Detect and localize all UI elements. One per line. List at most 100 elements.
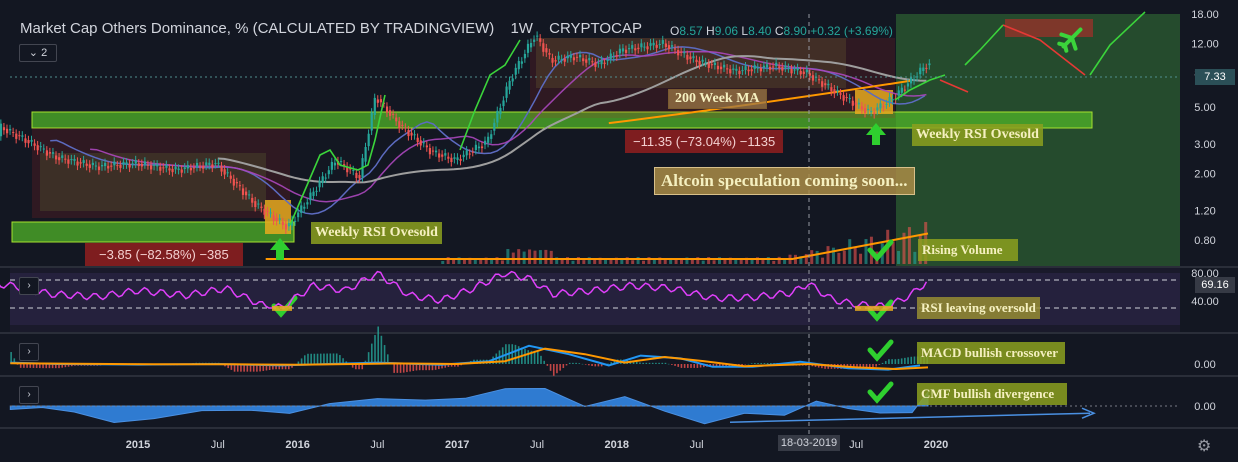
candle-body bbox=[180, 169, 183, 173]
macd-histogram-bar bbox=[658, 362, 660, 364]
macd-histogram-bar bbox=[594, 364, 597, 367]
candle-body bbox=[254, 201, 257, 208]
bull-path-2016 bbox=[289, 94, 386, 226]
candle-body bbox=[382, 102, 386, 104]
candle-body bbox=[159, 166, 162, 171]
macd-histogram-bar bbox=[252, 364, 255, 372]
candle-body bbox=[36, 145, 39, 151]
cmf-div-annotation: CMF bullish divergence bbox=[917, 383, 1067, 405]
volume-bar bbox=[533, 250, 537, 264]
candle-body bbox=[58, 157, 61, 161]
volume-bar bbox=[555, 257, 559, 264]
macd-histogram-bar bbox=[773, 363, 775, 364]
candle-body bbox=[597, 62, 600, 64]
macd-histogram-bar bbox=[29, 364, 32, 368]
candle-body bbox=[398, 121, 401, 129]
macd-pane-expand-button[interactable]: › bbox=[19, 343, 39, 361]
candle-body bbox=[183, 167, 186, 169]
candle-body bbox=[407, 130, 410, 137]
macd-histogram-bar bbox=[543, 360, 545, 364]
candle-body bbox=[330, 161, 333, 170]
candle-body bbox=[217, 162, 220, 164]
rsi-tick-label: 40.00 bbox=[1191, 296, 1219, 308]
candle-body bbox=[306, 202, 309, 205]
macd-histogram-bar bbox=[680, 364, 683, 368]
volume-bar bbox=[799, 256, 803, 264]
candle-body bbox=[753, 65, 756, 69]
candle-body bbox=[146, 164, 150, 166]
gear-icon[interactable]: ⚙ bbox=[1197, 438, 1212, 455]
candle-body bbox=[772, 66, 775, 68]
macd-histogram-bar bbox=[524, 348, 526, 364]
macd-histogram-bar bbox=[288, 364, 290, 370]
candle-body bbox=[793, 69, 796, 71]
macd-histogram-bar bbox=[67, 364, 70, 367]
rsi-pane-expand-button[interactable]: › bbox=[19, 277, 39, 295]
macd-histogram-bar bbox=[639, 362, 641, 364]
candle-body bbox=[67, 159, 70, 164]
candle-body bbox=[762, 65, 766, 68]
candle-body bbox=[18, 135, 21, 137]
price-tick-label: 0.80 bbox=[1194, 235, 1215, 247]
candle-body bbox=[658, 44, 661, 46]
volume-bar bbox=[441, 261, 445, 264]
candle-body bbox=[692, 56, 695, 59]
macd-histogram-bar bbox=[817, 364, 820, 368]
candle-body bbox=[854, 102, 857, 106]
macd-histogram-bar bbox=[549, 364, 552, 371]
interval-label[interactable]: 1W bbox=[510, 20, 533, 37]
candle-body bbox=[594, 62, 597, 67]
candle-body bbox=[12, 131, 15, 133]
price-tick-label: 12.00 bbox=[1191, 38, 1219, 50]
range-zone-2014 bbox=[32, 128, 290, 218]
candle-body bbox=[848, 98, 851, 100]
candle-body bbox=[505, 86, 508, 98]
study-count-toggle[interactable]: ⌄ 2 bbox=[19, 44, 57, 62]
candle-body bbox=[566, 55, 569, 59]
volume-bar bbox=[479, 258, 483, 264]
macd-histogram-bar bbox=[10, 352, 12, 364]
candle-body bbox=[551, 57, 554, 63]
candle-body bbox=[493, 122, 496, 131]
candle-body bbox=[392, 113, 395, 115]
volume-bar bbox=[815, 250, 819, 264]
macd-histogram-bar bbox=[683, 364, 686, 368]
macd-histogram-bar bbox=[438, 364, 440, 370]
candle-body bbox=[358, 175, 361, 179]
candle-body bbox=[624, 49, 628, 53]
candle-body bbox=[867, 108, 870, 110]
cmf-pane-expand-button[interactable]: › bbox=[19, 386, 39, 404]
candle-body bbox=[419, 140, 422, 146]
candle-body bbox=[508, 80, 511, 90]
candle-body bbox=[367, 133, 370, 147]
candle-body bbox=[208, 162, 211, 165]
last-price-tag: 7.33 bbox=[1195, 69, 1235, 85]
candle-body bbox=[790, 68, 793, 74]
time-tick-label: 2015 bbox=[126, 439, 150, 451]
candle-body bbox=[33, 143, 36, 146]
macd-histogram-bar bbox=[13, 358, 16, 364]
up-arrow-shape bbox=[270, 238, 290, 260]
high-value: 9.06 bbox=[714, 24, 739, 38]
candle-body bbox=[352, 170, 355, 172]
macd-tick-label: 0.00 bbox=[1194, 359, 1215, 371]
macd-histogram-bar bbox=[454, 364, 456, 367]
macd-histogram-bar bbox=[881, 362, 884, 364]
airplane-shape bbox=[1057, 27, 1083, 53]
candle-body bbox=[471, 151, 474, 153]
candle-body bbox=[91, 162, 94, 166]
candle-body bbox=[428, 148, 432, 155]
macd-histogram-bar bbox=[444, 364, 447, 368]
macd-histogram-bar bbox=[434, 364, 437, 370]
macd-histogram-bar bbox=[64, 364, 67, 368]
candle-body bbox=[202, 165, 205, 169]
candle-body bbox=[778, 66, 781, 69]
macd-histogram-bar bbox=[702, 364, 705, 368]
macd-histogram-bar bbox=[565, 364, 568, 366]
macd-histogram-bar bbox=[913, 356, 916, 364]
macd-histogram-bar bbox=[900, 358, 903, 364]
volume-bar bbox=[522, 251, 526, 264]
candle-body bbox=[827, 83, 830, 86]
candle-body bbox=[634, 48, 637, 51]
